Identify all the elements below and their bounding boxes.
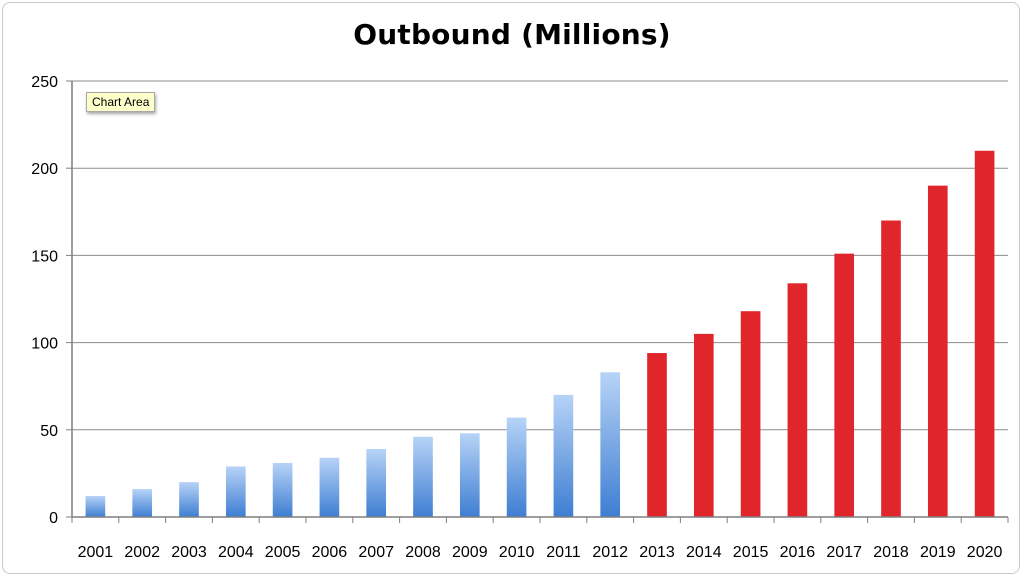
bar-2017 — [834, 253, 855, 517]
x-tick-label: 2008 — [405, 544, 441, 561]
x-tick-label: 2017 — [826, 544, 862, 561]
bar-2010 — [506, 417, 527, 517]
x-tick-label: 2014 — [686, 544, 722, 561]
bar-2007 — [366, 448, 387, 517]
bars — [85, 150, 995, 517]
x-tick-label: 2007 — [358, 544, 394, 561]
y-tick-label: 100 — [31, 336, 58, 353]
bar-2014 — [693, 333, 714, 517]
y-tick-label: 50 — [40, 423, 58, 440]
x-tick-label: 2005 — [265, 544, 301, 561]
x-tick-label: 2011 — [546, 544, 581, 561]
bar-2008 — [413, 436, 433, 517]
x-tick-label: 2002 — [124, 544, 160, 561]
x-tick-label: 2012 — [592, 544, 628, 561]
x-tick-label: 2004 — [218, 544, 254, 561]
bar-2018 — [881, 220, 901, 517]
x-tick-label: 2015 — [733, 544, 769, 561]
bar-2001 — [85, 496, 106, 517]
bar-2006 — [319, 457, 340, 517]
chart-title: Outbound (Millions) — [353, 18, 671, 51]
bar-2004 — [225, 466, 246, 517]
gridlines — [66, 80, 1008, 518]
chart-area-tooltip: Chart Area — [86, 92, 156, 112]
bar-2015 — [740, 311, 761, 517]
y-tick-label: 200 — [31, 161, 58, 178]
y-tick-labels: 0 50 100 150 200 250 — [31, 74, 58, 527]
x-tick-label: 2009 — [452, 544, 488, 561]
x-tick-label: 2001 — [78, 544, 114, 561]
bar-2005 — [272, 462, 293, 517]
bar-2003 — [179, 482, 199, 517]
x-tick-label: 2013 — [639, 544, 675, 561]
bar-2011 — [553, 394, 574, 517]
y-tick-label: 0 — [49, 510, 58, 527]
bar-2013 — [647, 353, 667, 517]
x-tick-label: 2010 — [499, 544, 535, 561]
bar-2019 — [927, 185, 948, 517]
bar-2012 — [600, 372, 621, 517]
y-tick-label: 250 — [31, 74, 58, 91]
y-tick-label: 150 — [31, 248, 58, 265]
x-tick-label: 2020 — [967, 544, 1003, 561]
x-tick-label: 2018 — [873, 544, 909, 561]
bar-2009 — [459, 433, 480, 517]
bar-2016 — [787, 283, 808, 517]
bar-2002 — [132, 489, 153, 517]
bar-2020 — [974, 150, 995, 517]
x-tick-label: 2006 — [312, 544, 348, 561]
x-tick-label: 2016 — [780, 544, 816, 561]
x-tick-label: 2003 — [171, 544, 207, 561]
axes — [71, 81, 1008, 518]
x-tick-labels: 2001 2002 2003 2004 2005 2006 2007 2008 2009 2010… — [71, 517, 1009, 561]
x-tick-label: 2019 — [920, 544, 956, 561]
